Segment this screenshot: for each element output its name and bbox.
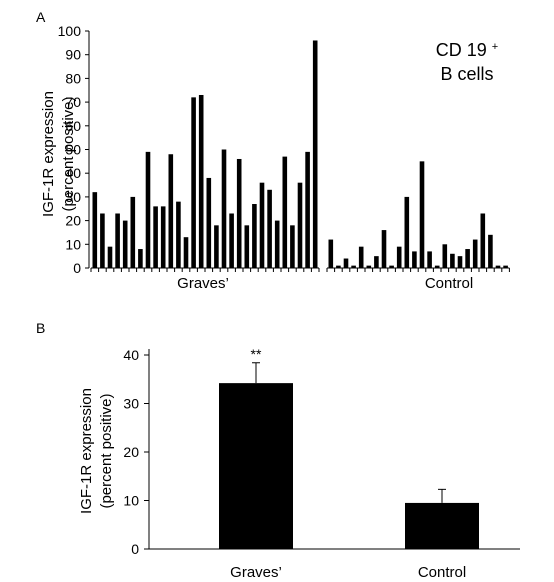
panel-a-y-tick-label: 80 bbox=[65, 70, 81, 86]
annotation-cd19: CD 19 bbox=[436, 40, 487, 60]
bar-control-22 bbox=[488, 234, 493, 268]
panel-a-y-tick-label: 30 bbox=[65, 189, 81, 205]
panel-a-ylabel-line1: IGF-1R expression bbox=[40, 91, 57, 217]
bar-control-8 bbox=[381, 230, 387, 268]
bar-control-13 bbox=[419, 161, 425, 268]
panel-b-y-tick-label: 20 bbox=[123, 444, 139, 460]
panel-a-y-tick-label: 70 bbox=[65, 94, 81, 110]
annotation-superscript: + bbox=[492, 41, 498, 53]
bar-graves-10 bbox=[160, 206, 166, 268]
panel-a-y-tick-label: 60 bbox=[65, 118, 81, 134]
bar-graves-15 bbox=[198, 94, 204, 269]
bar-control-15 bbox=[434, 265, 440, 268]
panel-a-annotation-line2: B cells bbox=[440, 64, 493, 84]
panel-a-category-control: Control bbox=[425, 275, 473, 292]
panel-b-y-tick-label: 0 bbox=[131, 541, 139, 557]
bar-control-10 bbox=[396, 246, 402, 268]
panel-a-y-tick-label: 100 bbox=[58, 23, 82, 39]
panel-a-category-ticks bbox=[90, 267, 510, 272]
bar-graves-22 bbox=[252, 204, 257, 268]
bar-graves-16 bbox=[206, 177, 212, 268]
panel-b-ylabel-line1: IGF-1R expression bbox=[78, 388, 95, 514]
bar-control-18 bbox=[457, 256, 463, 268]
bar-control-24 bbox=[503, 265, 508, 268]
panel-b-y-tick-label: 30 bbox=[123, 396, 139, 412]
bar-graves-6 bbox=[130, 196, 136, 268]
panel-b-significance-graves: ** bbox=[251, 346, 262, 362]
panel-a-y-tick-label: 90 bbox=[65, 47, 81, 63]
panel-b-bars: ** bbox=[219, 346, 479, 549]
bar-graves-4 bbox=[115, 213, 120, 268]
bar-graves-20 bbox=[236, 158, 242, 268]
panel-b-category-graves: Graves’ bbox=[230, 564, 282, 581]
bar-control-12 bbox=[412, 251, 417, 268]
panel-b: B IGF-1R expression (percent positive) 0… bbox=[36, 320, 520, 581]
bar-control-16 bbox=[442, 244, 448, 268]
panel-a-annotation-line1: CD 19 + bbox=[436, 40, 498, 60]
panel-a-y-tick-label: 10 bbox=[65, 236, 81, 252]
panel-b-bar-graves bbox=[219, 383, 293, 549]
panel-b-y-ticks: 0 10 20 30 40 bbox=[123, 347, 149, 557]
bar-graves-21 bbox=[244, 225, 250, 268]
panel-a-y-tick-label: 40 bbox=[65, 165, 81, 181]
bar-graves-19 bbox=[229, 213, 234, 268]
bar-graves-17 bbox=[214, 225, 219, 268]
panel-a-y-tick-label: 50 bbox=[65, 142, 81, 158]
bar-control-7 bbox=[374, 256, 379, 268]
bar-graves-29 bbox=[305, 151, 310, 268]
bar-control-1 bbox=[328, 239, 334, 268]
bar-control-21 bbox=[480, 213, 486, 268]
bar-control-3 bbox=[343, 258, 349, 268]
panel-a-y-tick-label: 20 bbox=[65, 213, 81, 229]
panel-a: A IGF-1R expression (percent positive) 0… bbox=[36, 9, 510, 292]
bar-graves-9 bbox=[153, 206, 158, 268]
bar-graves-7 bbox=[138, 249, 143, 268]
panel-b-ylabel-line2: (percent positive) bbox=[98, 393, 115, 508]
bar-graves-8 bbox=[145, 151, 151, 268]
bar-control-17 bbox=[450, 253, 455, 268]
bar-control-14 bbox=[427, 251, 432, 268]
bar-graves-24 bbox=[267, 189, 272, 268]
panel-a-ylabel-line2: (percent positive) bbox=[60, 96, 77, 211]
bar-control-6 bbox=[366, 265, 372, 268]
bar-graves-28 bbox=[297, 182, 303, 268]
bar-control-5 bbox=[358, 246, 364, 268]
panel-b-bar-control bbox=[405, 502, 479, 549]
bar-graves-3 bbox=[107, 246, 113, 268]
bar-graves-13 bbox=[183, 237, 189, 268]
panel-b-category-control: Control bbox=[418, 564, 466, 581]
bar-graves-2 bbox=[100, 213, 105, 268]
bar-graves-30 bbox=[312, 40, 318, 269]
panel-b-label: B bbox=[36, 320, 45, 336]
bar-graves-12 bbox=[176, 201, 181, 268]
panel-a-bars bbox=[92, 40, 508, 269]
panel-a-y-ticks: 0 10 20 30 40 50 60 70 80 90 100 bbox=[58, 23, 89, 276]
bar-control-11 bbox=[404, 196, 410, 268]
bar-graves-23 bbox=[259, 182, 265, 268]
bar-control-4 bbox=[351, 265, 356, 268]
bar-graves-5 bbox=[122, 220, 128, 268]
bar-graves-25 bbox=[274, 220, 280, 268]
panel-a-category-graves: Graves’ bbox=[177, 275, 229, 292]
bar-control-9 bbox=[389, 265, 394, 268]
bar-graves-11 bbox=[168, 154, 174, 268]
panel-a-label: A bbox=[36, 9, 46, 25]
panel-b-y-tick-label: 40 bbox=[123, 347, 139, 363]
bar-graves-26 bbox=[282, 156, 288, 268]
panel-a-y-tick-label: 0 bbox=[73, 260, 81, 276]
bar-control-23 bbox=[495, 265, 501, 268]
bar-graves-18 bbox=[221, 149, 227, 268]
bar-control-19 bbox=[465, 249, 470, 268]
panel-b-y-tick-label: 10 bbox=[123, 493, 139, 509]
bar-graves-27 bbox=[290, 225, 295, 268]
bar-control-20 bbox=[472, 239, 478, 268]
bar-control-2 bbox=[336, 265, 341, 268]
bar-graves-14 bbox=[191, 97, 196, 268]
bar-graves-1 bbox=[92, 192, 98, 268]
